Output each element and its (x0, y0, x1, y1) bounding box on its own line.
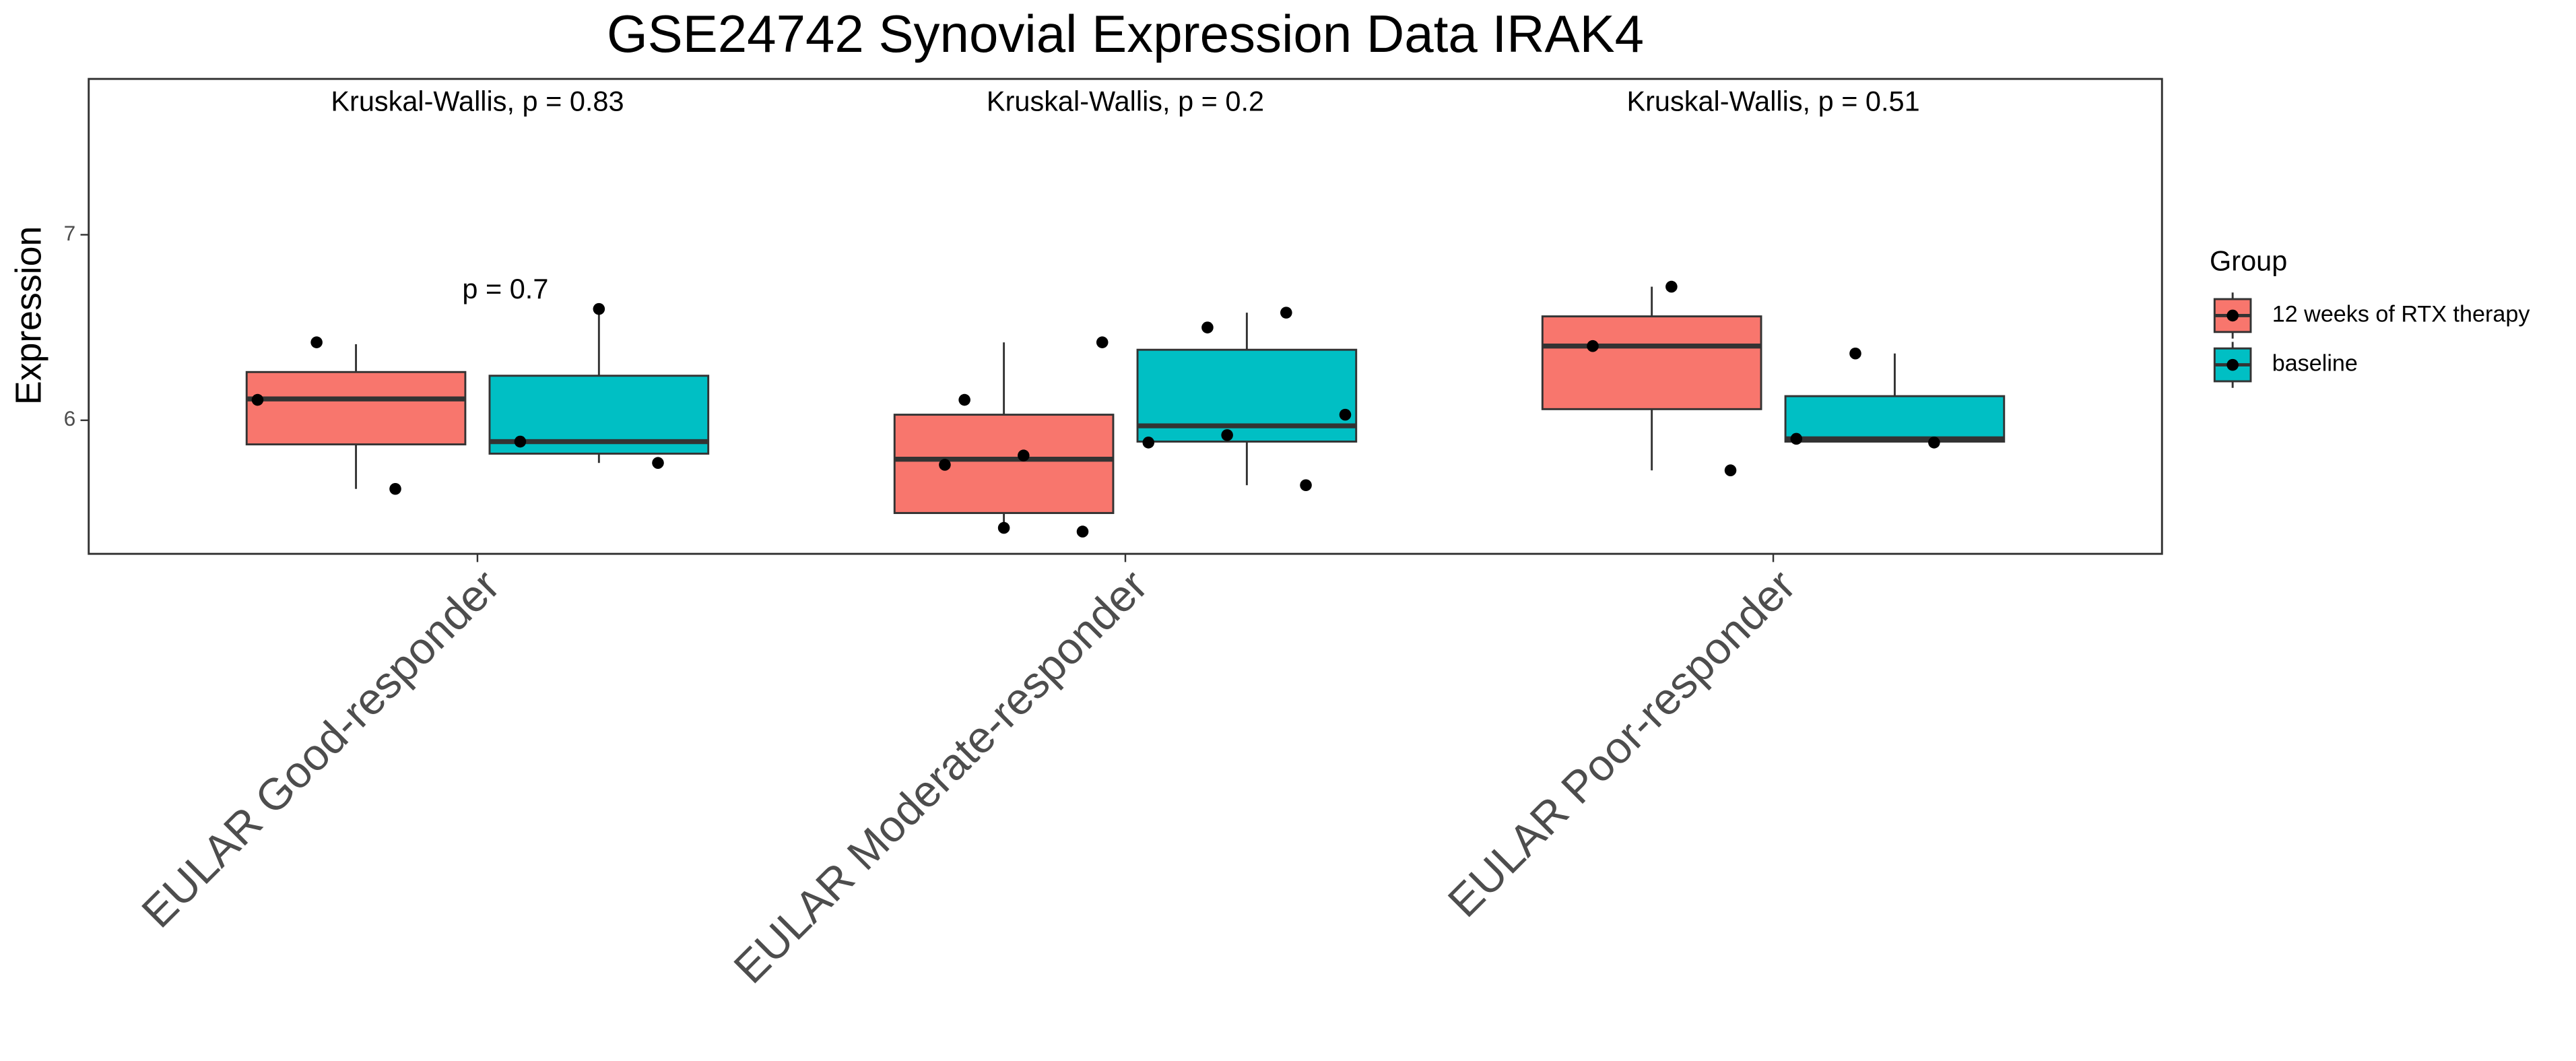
y-axis-label: Expression (9, 226, 49, 405)
data-point (1665, 280, 1678, 293)
legend-title: Group (2210, 245, 2287, 276)
legend-label: baseline (2272, 351, 2358, 377)
data-point (997, 521, 1010, 534)
plot-panel (88, 79, 2162, 554)
data-point (1018, 449, 1030, 461)
data-point (1280, 307, 1292, 319)
data-point (1221, 429, 1233, 441)
data-point (1339, 408, 1352, 421)
data-point (1201, 321, 1214, 333)
comparison-label: p = 0.7 (462, 273, 548, 304)
data-point (652, 457, 664, 469)
data-point (1300, 479, 1312, 492)
box (245, 371, 467, 446)
legend-point (2226, 358, 2239, 371)
data-point (1790, 432, 1803, 445)
box (1784, 395, 2006, 443)
legend-label: 12 weeks of RTX therapy (2272, 301, 2530, 327)
data-point (1587, 340, 1599, 352)
y-tick-label: 6 (64, 406, 76, 430)
data-point (389, 482, 401, 495)
test-label: Kruskal-Wallis, p = 0.51 (1626, 86, 1919, 117)
data-point (1724, 464, 1737, 476)
data-point (593, 302, 605, 315)
data-point (1849, 347, 1861, 360)
test-label: Kruskal-Wallis, p = 0.83 (331, 86, 624, 117)
data-point (251, 393, 264, 406)
data-point (1076, 525, 1089, 538)
box (893, 414, 1115, 515)
data-point (1142, 437, 1155, 449)
data-point (1928, 437, 1940, 449)
data-point (1096, 336, 1109, 348)
y-tick-label: 7 (64, 221, 76, 245)
data-point (939, 459, 951, 471)
data-point (958, 393, 970, 406)
test-label: Kruskal-Wallis, p = 0.2 (987, 86, 1264, 117)
chart-title: GSE24742 Synovial Expression Data IRAK4 (607, 4, 1644, 63)
legend-point (2226, 309, 2239, 322)
data-point (310, 336, 323, 348)
data-point (514, 435, 527, 448)
box (1541, 315, 1762, 410)
